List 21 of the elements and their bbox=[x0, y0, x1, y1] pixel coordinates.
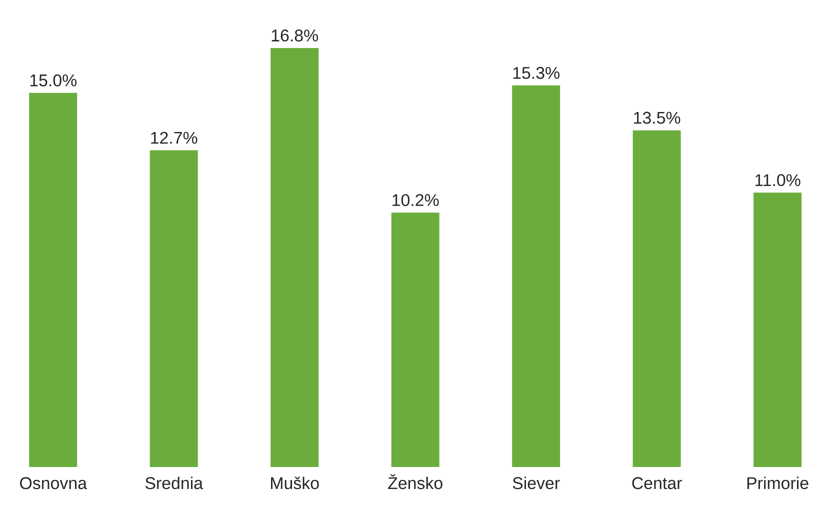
bar bbox=[391, 212, 440, 467]
data-label: 10.2% bbox=[392, 194, 439, 206]
x-tick-label: Primorie bbox=[747, 476, 808, 490]
bar bbox=[632, 130, 681, 467]
bar bbox=[512, 85, 560, 467]
data-label: 12.7% bbox=[151, 132, 198, 144]
data-label: 16.8% bbox=[272, 30, 318, 42]
x-tick-label: Žensko bbox=[388, 474, 442, 490]
x-tick-label: Srednia bbox=[145, 476, 204, 490]
x-tick-label: Muško bbox=[271, 476, 319, 490]
bar bbox=[270, 48, 319, 467]
x-tick-label: Centar bbox=[632, 477, 682, 490]
bar bbox=[29, 92, 78, 467]
bar bbox=[754, 192, 802, 467]
x-tick-label: Osnovna bbox=[20, 477, 88, 490]
bar bbox=[150, 150, 198, 467]
data-label: 15.0% bbox=[30, 74, 77, 86]
x-tick-label: Siever bbox=[512, 476, 560, 490]
data-label: 13.5% bbox=[634, 112, 680, 124]
data-label: 11.0% bbox=[755, 174, 800, 186]
data-label: 15.3% bbox=[513, 66, 560, 79]
